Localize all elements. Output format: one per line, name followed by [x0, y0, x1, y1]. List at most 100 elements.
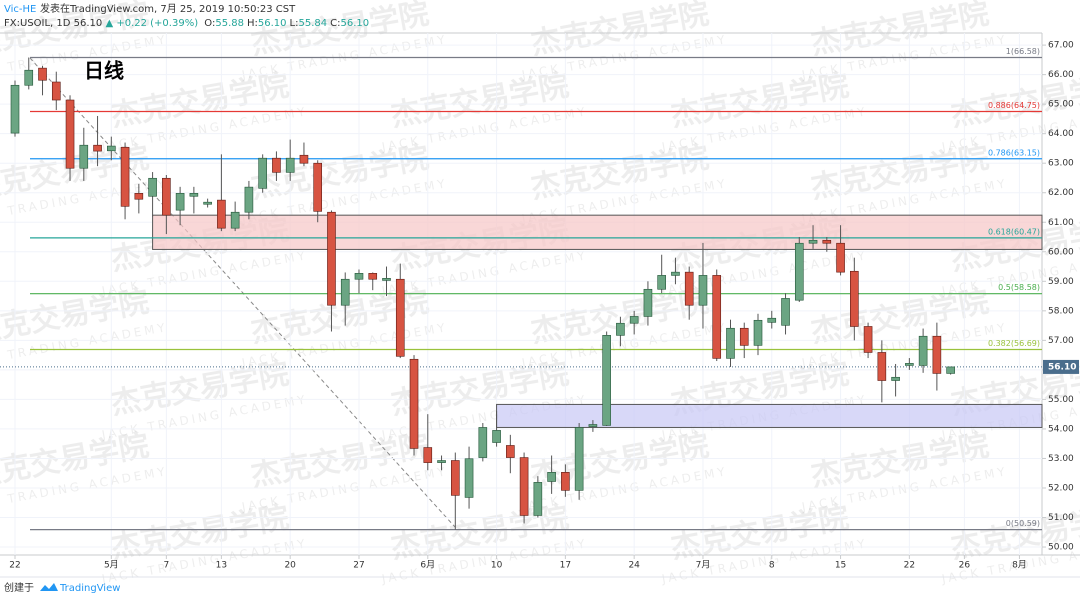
candle-body [450, 460, 460, 496]
candle-body [354, 273, 364, 280]
candle-body [478, 427, 488, 458]
candle-body [492, 430, 501, 443]
candle-body [905, 363, 914, 366]
zone [496, 403, 1043, 428]
candle-body [547, 472, 556, 482]
author: Vic-HE [4, 4, 36, 15]
y-tick-label: 50.00 [1048, 543, 1074, 553]
candle-body [588, 424, 598, 427]
candle-body [918, 335, 928, 366]
candle-body [437, 460, 446, 463]
fib-label: 0.382(56.69) [988, 339, 1040, 348]
last-price-label: 56.10 [1048, 362, 1076, 372]
candle-body [794, 242, 804, 301]
fib-label: 0.786(63.15) [988, 148, 1040, 157]
fib-label: 0.886(64.75) [988, 101, 1040, 110]
candle-body [781, 298, 790, 326]
candle-body [134, 193, 144, 200]
y-tick-label: 54.00 [1048, 424, 1074, 434]
candle-body [753, 319, 763, 346]
x-tick-label: 6月 [420, 560, 435, 571]
x-tick-label: 26 [959, 561, 971, 571]
candle-body [368, 273, 378, 280]
ohlc: 55.88 [215, 18, 244, 29]
candle-body [836, 242, 845, 273]
candle-body [629, 316, 639, 324]
candle-body [38, 67, 47, 81]
candle-body [65, 99, 75, 169]
x-tick-label: 10 [491, 561, 503, 571]
candle-body [175, 193, 185, 211]
candle-body [643, 288, 653, 317]
candle-body [822, 239, 832, 244]
x-tick-label: 20 [284, 561, 296, 571]
candle-body [850, 270, 859, 327]
footer-brand: TradingView [59, 583, 120, 594]
ohlc: 56.10 [258, 18, 287, 29]
y-tick-label: 64.00 [1048, 129, 1074, 139]
logo [40, 583, 58, 591]
x-tick-label: 7月 [696, 560, 711, 571]
candle-body [423, 447, 433, 463]
x-tick-label: 5月 [104, 560, 119, 571]
x-tick-label: 15 [835, 561, 846, 571]
x-tick-label: 13 [216, 561, 227, 571]
candle-body [327, 211, 336, 306]
x-tick-label: 8 [769, 561, 775, 571]
y-tick-label: 66.00 [1048, 70, 1074, 80]
candle-body [891, 376, 900, 381]
x-tick-label: 22 [9, 561, 20, 571]
last-price-box [1043, 359, 1079, 374]
x-tick-label: 27 [353, 561, 364, 571]
candle-body [684, 271, 694, 306]
candle-body [506, 445, 515, 458]
candle-body [272, 157, 281, 173]
y-tick-label: 53.00 [1048, 454, 1074, 464]
change: ▲ +0.22 (+0.39%) [105, 18, 198, 29]
plot: 50.0051.0052.0053.0054.0055.0056.0057.00… [0, 33, 1079, 571]
y-tick-label: 51.00 [1048, 513, 1074, 523]
candle-body [464, 458, 474, 498]
x-tick-label: 24 [628, 561, 640, 571]
candle-body [932, 335, 942, 374]
candle-body [671, 271, 680, 276]
x-tick-label: 7 [163, 561, 169, 571]
symbol: FX:USOIL, 1D 56.10 [4, 18, 102, 29]
y-tick-label: 61.00 [1048, 218, 1074, 228]
y-tick-label: 57.00 [1048, 336, 1074, 346]
y-tick-label: 63.00 [1048, 159, 1074, 169]
x-tick-label: 8月 [1012, 560, 1027, 571]
ohlc: 56.10 [341, 18, 370, 29]
candle-body [230, 211, 240, 229]
y-tick-label: 62.00 [1048, 188, 1074, 198]
candle-body [808, 239, 818, 244]
x-tick-label: 22 [904, 561, 915, 571]
candle-body [244, 186, 254, 213]
candle-body [712, 275, 722, 359]
candle-body [561, 472, 570, 491]
candle-body [574, 427, 584, 491]
ohlc: H: [247, 18, 258, 29]
candle-body [93, 144, 102, 152]
candle-body [698, 275, 708, 306]
fib-label: 0.618(60.47) [988, 227, 1040, 236]
candle-body [726, 327, 735, 359]
candle-body [395, 278, 405, 357]
zone [152, 214, 1043, 250]
candle-body [258, 157, 267, 189]
candle-body [203, 201, 212, 205]
candle-body [313, 162, 323, 212]
legend: FX:USOIL, 1D 56.10 ▲ +0.22 (+0.39%) O:55… [4, 18, 369, 29]
candle-body [616, 322, 625, 336]
candle-body [79, 144, 89, 169]
candle-body [739, 327, 749, 346]
candle-body [120, 146, 130, 207]
ohlc: C: [330, 18, 340, 29]
candle-body [162, 177, 171, 216]
y-tick-label: 60.00 [1048, 247, 1074, 257]
candle-body [946, 366, 955, 374]
x-tick-label: 17 [560, 561, 571, 571]
candle-body [519, 457, 529, 516]
published: 发表在TradingView.com, 7月 25, 2019 10:50:23… [40, 2, 296, 15]
